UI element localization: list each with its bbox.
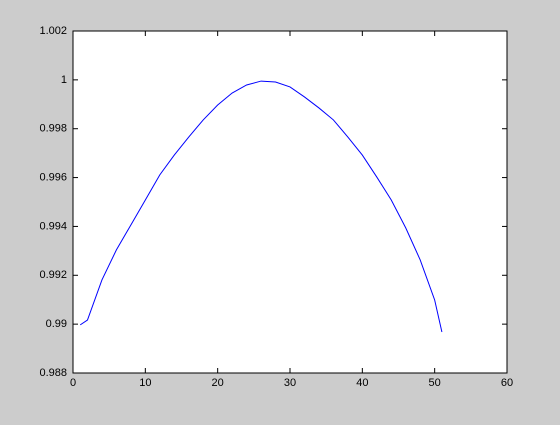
x-tick-label: 40 xyxy=(356,377,368,389)
y-tick-label: 0.992 xyxy=(39,269,67,281)
x-tick-label: 0 xyxy=(70,377,76,389)
y-tick-label: 1 xyxy=(61,74,67,86)
y-tick-label: 0.998 xyxy=(39,123,67,135)
x-tick-label: 10 xyxy=(139,377,151,389)
x-tick-label: 20 xyxy=(212,377,224,389)
line xyxy=(79,80,443,333)
x-tick-label: 60 xyxy=(501,377,513,389)
y-tick-label: 0.996 xyxy=(39,171,67,183)
plot-area xyxy=(72,30,508,374)
y-tick-label: 0.988 xyxy=(39,367,67,379)
y-tick-label: 0.99 xyxy=(46,318,67,330)
x-tick-label: 30 xyxy=(284,377,296,389)
y-tick-label: 0.994 xyxy=(39,220,67,232)
x-tick-label: 50 xyxy=(429,377,441,389)
y-tick-label: 1.002 xyxy=(39,25,67,37)
